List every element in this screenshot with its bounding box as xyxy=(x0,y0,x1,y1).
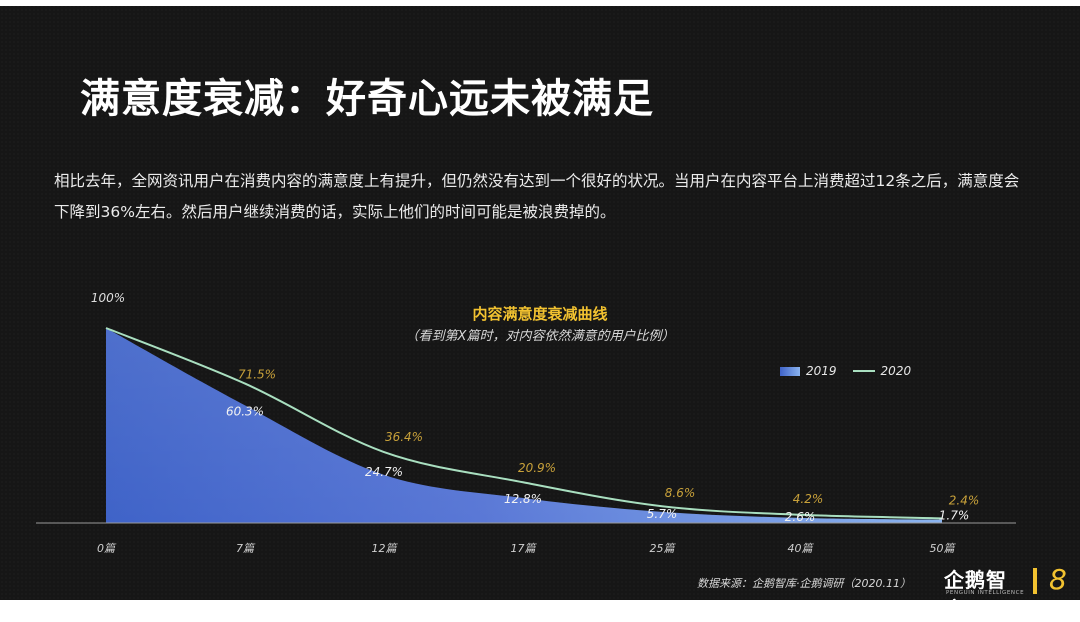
chart-title: 内容满意度衰减曲线 xyxy=(472,305,608,323)
data-label-2019: 60.3% xyxy=(226,404,264,418)
decay-chart: 0篇 7篇 12篇 17篇 25篇 40篇 50篇 100% 71.5% 36.4% 20.9% 8.… xyxy=(36,291,1016,555)
data-label-2020: 8.6% xyxy=(665,486,696,500)
page-number: 8 xyxy=(1049,563,1067,596)
legend-label-2020: 2020 xyxy=(880,364,912,378)
data-label-2020: 36.4% xyxy=(385,430,423,444)
top-border xyxy=(0,0,1080,6)
data-label-2020: 4.2% xyxy=(793,492,824,506)
data-label-2019: 1.7% xyxy=(939,509,970,523)
penguin-intelligence-logo: 企鹅智库 PENGUIN INTELLIGENCE xyxy=(944,562,1026,621)
x-tick-label: 40篇 xyxy=(788,542,815,555)
legend-swatch-2019 xyxy=(780,366,800,376)
data-source: 数据来源：企鹅智库·企鹅调研（2020.11） xyxy=(697,577,911,590)
x-tick-label: 17篇 xyxy=(511,542,538,555)
data-label-2019: 24.7% xyxy=(365,465,403,479)
data-label-2020: 71.5% xyxy=(238,368,276,382)
data-label-2020: 20.9% xyxy=(518,461,556,475)
area-2019-sheen xyxy=(106,328,942,523)
x-tick-label: 50篇 xyxy=(930,542,957,555)
legend-swatch-2020 xyxy=(852,370,875,372)
x-tick-label: 12篇 xyxy=(372,542,399,555)
page-number-divider xyxy=(1033,568,1037,594)
legend-label-2019: 2019 xyxy=(806,364,837,378)
x-tick-label: 25篇 xyxy=(650,542,677,555)
data-label-2020: 2.4% xyxy=(949,493,980,507)
data-label-2019: 2.6% xyxy=(785,510,816,524)
x-tick-label: 0篇 xyxy=(97,542,117,555)
chart-legend: 2019 2020 xyxy=(780,364,911,378)
logo-subtext: PENGUIN INTELLIGENCE xyxy=(946,590,1025,596)
data-label-2019: 5.7% xyxy=(647,507,678,521)
description-text: 相比去年，全网资讯用户在消费内容的满意度上有提升，但仍然没有达到一个很好的状况。… xyxy=(54,172,1020,221)
chart-subtitle: （看到第X篇时，对内容依然满意的用户比例） xyxy=(405,329,675,344)
slide: 满意度衰减：好奇心远未被满足 相比去年，全网资讯用户在消费内容的满意度上有提升，… xyxy=(0,0,1080,603)
data-label-2020: 100% xyxy=(91,291,125,305)
data-label-2019: 12.8% xyxy=(504,492,542,506)
bottom-border xyxy=(0,600,1080,603)
x-tick-label: 7篇 xyxy=(236,542,256,555)
line-2020 xyxy=(105,327,943,520)
page-title: 满意度衰减：好奇心远未被满足 xyxy=(80,76,654,122)
